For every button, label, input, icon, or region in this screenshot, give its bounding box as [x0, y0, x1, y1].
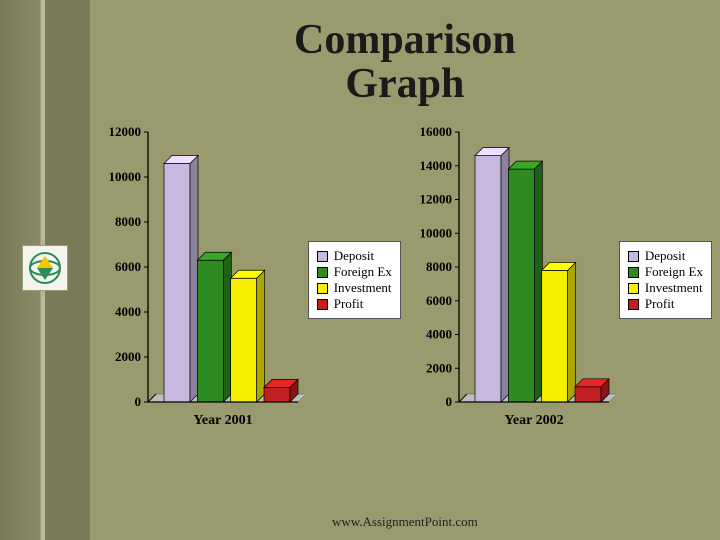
legend-swatch [317, 251, 328, 262]
svg-text:8000: 8000 [115, 214, 141, 229]
legend-swatch [628, 251, 639, 262]
legend-item: Investment [628, 280, 703, 296]
svg-text:10000: 10000 [108, 169, 141, 184]
charts-row: 0 2000 4000 6000 8000 10000 12000 Year 2001 Dep… [98, 124, 712, 436]
bar-chart-2001: 0 2000 4000 6000 8000 10000 12000 Year 2001 [98, 124, 304, 436]
legend-swatch [628, 267, 639, 278]
legend-label: Deposit [645, 248, 685, 264]
title-line-2: Graph [345, 61, 464, 107]
bar-chart-2002: 0 2000 4000 6000 8000 10000 12000 14000 16000 Yea… [409, 124, 615, 436]
legend-swatch [628, 299, 639, 310]
svg-text:Year 2002: Year 2002 [504, 413, 563, 428]
svg-text:12000: 12000 [108, 124, 141, 139]
logo-svg [27, 250, 63, 286]
legend-item: Foreign Ex [628, 264, 703, 280]
title-line-1: Comparison [294, 17, 516, 63]
svg-text:16000: 16000 [419, 124, 452, 139]
legend-label: Deposit [334, 248, 374, 264]
legend-label: Foreign Ex [334, 264, 392, 280]
legend-swatch [628, 283, 639, 294]
legend-2001: DepositForeign ExInvestmentProfit [308, 241, 401, 319]
svg-text:0: 0 [445, 394, 452, 409]
legend-item: Deposit [628, 248, 703, 264]
slide-title: Comparison Graph [98, 18, 712, 106]
svg-text:8000: 8000 [426, 259, 452, 274]
legend-label: Investment [645, 280, 703, 296]
svg-text:10000: 10000 [419, 225, 452, 240]
svg-text:12000: 12000 [419, 192, 452, 207]
legend-label: Profit [645, 296, 675, 312]
legend-item: Deposit [317, 248, 392, 264]
legend-swatch [317, 299, 328, 310]
footer-text: www.AssignmentPoint.com [90, 514, 720, 530]
legend-label: Investment [334, 280, 392, 296]
legend-swatch [317, 267, 328, 278]
slide-main: Comparison Graph 0 2000 4000 6000 8000 10000 1… [90, 0, 720, 540]
legend-item: Investment [317, 280, 392, 296]
legend-item: Profit [317, 296, 392, 312]
svg-text:4000: 4000 [426, 327, 452, 342]
legend-2002: DepositForeign ExInvestmentProfit [619, 241, 712, 319]
legend-item: Profit [628, 296, 703, 312]
svg-text:14000: 14000 [419, 158, 452, 173]
legend-item: Foreign Ex [317, 264, 392, 280]
svg-text:2000: 2000 [426, 360, 452, 375]
chart-block-2002: 0 2000 4000 6000 8000 10000 12000 14000 16000 Yea… [409, 124, 712, 436]
svg-text:0: 0 [134, 394, 141, 409]
svg-text:6000: 6000 [426, 293, 452, 308]
chart-block-2001: 0 2000 4000 6000 8000 10000 12000 Year 2001 Dep… [98, 124, 401, 436]
svg-text:6000: 6000 [115, 259, 141, 274]
slide-sidebar [0, 0, 90, 540]
legend-swatch [317, 283, 328, 294]
svg-text:2000: 2000 [115, 349, 141, 364]
company-logo [22, 245, 68, 291]
svg-text:Year 2001: Year 2001 [193, 413, 252, 428]
svg-text:4000: 4000 [115, 304, 141, 319]
legend-label: Foreign Ex [645, 264, 703, 280]
legend-label: Profit [334, 296, 364, 312]
